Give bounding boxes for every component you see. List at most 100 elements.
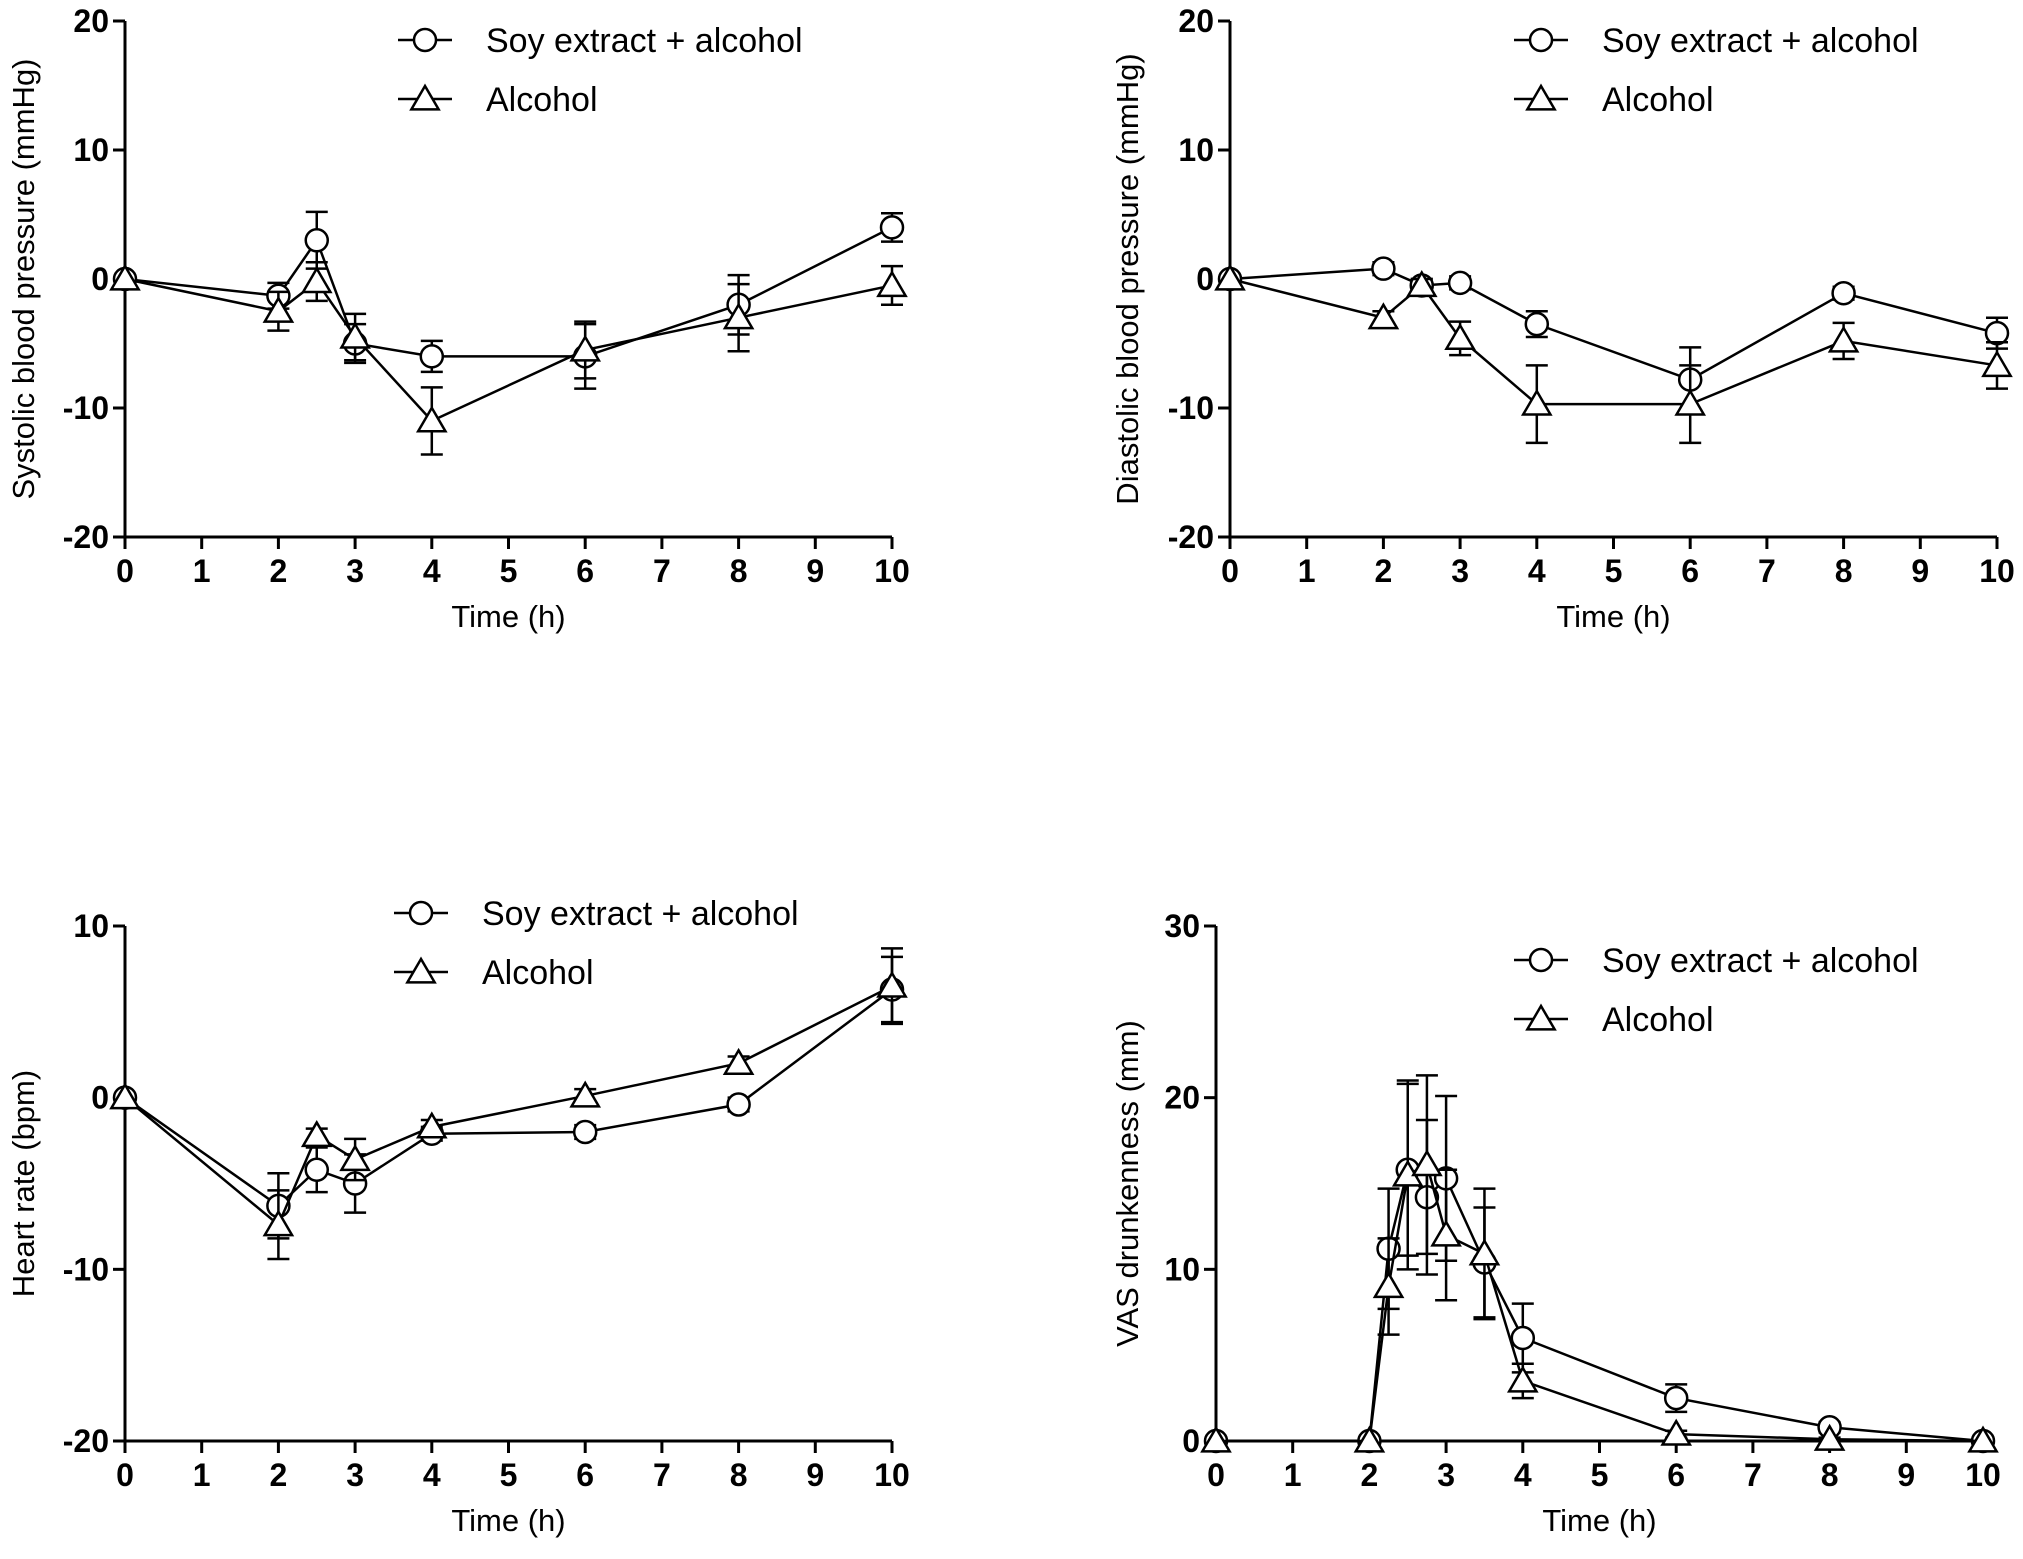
- y-tick-label: -10: [63, 390, 109, 426]
- series-line: [1216, 1166, 1984, 1443]
- x-tick-label: 2: [1361, 1457, 1379, 1493]
- data-point: [304, 228, 329, 253]
- diastolic-chart: -20 -10 0 10 20 0 1 2 3 4 5 6 7 8 9 10 Time (h) Diastolic…: [1110, 3, 2015, 634]
- y-tick-label: -10: [63, 1251, 109, 1287]
- data-point: [262, 295, 295, 323]
- data-point: [1447, 270, 1473, 296]
- legend-circle-icon: [408, 900, 434, 926]
- series-alcohol: [1214, 263, 2013, 445]
- x-tick-label: 10: [874, 553, 910, 589]
- series-line: [1216, 1162, 1984, 1443]
- legend-triangle-icon: [1525, 83, 1557, 111]
- x-tick-label: 3: [346, 1457, 364, 1493]
- data-point: [1506, 1365, 1539, 1393]
- y-tick-label: 10: [1164, 1251, 1200, 1287]
- x-tick-label: 7: [653, 553, 671, 589]
- series-soy-extract-alcohol: [112, 210, 905, 390]
- data-point: [339, 1143, 371, 1172]
- x-tick-label: 7: [1758, 553, 1776, 589]
- data-point: [1967, 1425, 1999, 1453]
- legend: Soy extract + alcohol Alcohol: [1514, 942, 1919, 1039]
- data-point: [1827, 325, 1860, 353]
- x-tick-label: 0: [1207, 1457, 1225, 1493]
- data-point: [726, 1092, 751, 1117]
- x-tick-label: 4: [423, 1457, 441, 1493]
- x-tick-label: 4: [1528, 553, 1546, 589]
- x-tick-label: 3: [1451, 553, 1469, 589]
- data-point: [1524, 311, 1550, 337]
- x-tick-label: 10: [1965, 1457, 2001, 1493]
- y-axis-title: Diastolic blood pressure (mmHg): [1110, 53, 1145, 504]
- y-tick-label: 0: [91, 1080, 109, 1116]
- data-point: [300, 1119, 333, 1148]
- x-tick-label: 9: [806, 1457, 824, 1493]
- data-point: [1411, 1149, 1443, 1177]
- data-point: [1510, 1325, 1536, 1351]
- x-tick-label: 10: [1979, 553, 2015, 589]
- y-tick-label: 20: [73, 3, 109, 39]
- data-point: [1367, 302, 1400, 330]
- y-tick-label: -20: [63, 519, 109, 555]
- data-point: [1660, 1418, 1693, 1446]
- legend-label: Alcohol: [482, 954, 594, 992]
- x-tick-label: 8: [730, 553, 748, 589]
- data-point: [415, 405, 448, 433]
- series-line: [124, 277, 893, 423]
- x-tick-label: 4: [423, 553, 441, 589]
- legend-circle-icon: [412, 27, 438, 53]
- series-line: [1229, 267, 1998, 381]
- systolic-chart: -20 -10 0 10 20 0 1 2 3 4 5 6 7 8 9 10 Time (h) Systolic …: [6, 3, 910, 634]
- data-point: [1813, 1423, 1846, 1451]
- series-soy-extract-alcohol: [112, 955, 905, 1240]
- x-tick-label: 6: [1667, 1457, 1685, 1493]
- data-point: [1520, 388, 1553, 416]
- x-tick-label: 1: [193, 553, 211, 589]
- data-point: [415, 1111, 448, 1139]
- data-point: [1371, 256, 1396, 281]
- x-tick-label: 6: [576, 553, 594, 589]
- data-point: [1405, 269, 1438, 298]
- data-point: [1372, 1271, 1405, 1299]
- legend-label: Soy extract + alcohol: [482, 895, 799, 933]
- x-tick-label: 5: [500, 1457, 518, 1493]
- data-point: [722, 1047, 755, 1075]
- series-soy-extract-alcohol: [1217, 256, 2010, 414]
- x-tick-label: 9: [1897, 1457, 1915, 1493]
- x-tick-label: 1: [193, 1457, 211, 1493]
- legend-triangle-icon: [1525, 1003, 1557, 1031]
- data-point: [569, 1080, 602, 1108]
- y-tick-label: -10: [1168, 390, 1214, 426]
- x-tick-label: 2: [270, 553, 288, 589]
- legend: Soy extract + alcohol Alcohol: [394, 895, 799, 992]
- legend-triangle-icon: [409, 83, 441, 111]
- data-point: [109, 263, 141, 291]
- x-tick-label: 7: [653, 1457, 671, 1493]
- y-tick-label: -20: [1168, 519, 1214, 555]
- legend-label: Soy extract + alcohol: [486, 22, 803, 60]
- y-tick-label: 30: [1164, 908, 1200, 944]
- data-point: [1663, 1385, 1689, 1411]
- x-tick-label: 6: [1681, 553, 1699, 589]
- x-tick-label: 5: [1605, 553, 1623, 589]
- legend-label: Soy extract + alcohol: [1602, 942, 1919, 980]
- x-tick-label: 0: [1221, 553, 1239, 589]
- x-tick-label: 9: [806, 553, 824, 589]
- data-point: [339, 321, 371, 349]
- series-line: [124, 984, 893, 1227]
- legend-triangle-icon: [405, 956, 437, 984]
- series-line: [124, 988, 893, 1208]
- data-point: [876, 970, 908, 998]
- x-tick-label: 0: [116, 553, 134, 589]
- y-tick-label: 10: [1178, 132, 1214, 168]
- x-tick-label: 10: [874, 1457, 910, 1493]
- series-alcohol: [109, 260, 908, 456]
- series-line: [124, 226, 893, 358]
- data-point: [262, 1209, 295, 1237]
- data-point: [1214, 263, 1246, 291]
- x-axis-title: Time (h): [1556, 599, 1670, 634]
- data-point: [1831, 280, 1856, 306]
- data-point: [109, 1082, 141, 1110]
- y-axis-title: Heart rate (bpm): [6, 1070, 41, 1297]
- x-tick-label: 4: [1514, 1457, 1532, 1493]
